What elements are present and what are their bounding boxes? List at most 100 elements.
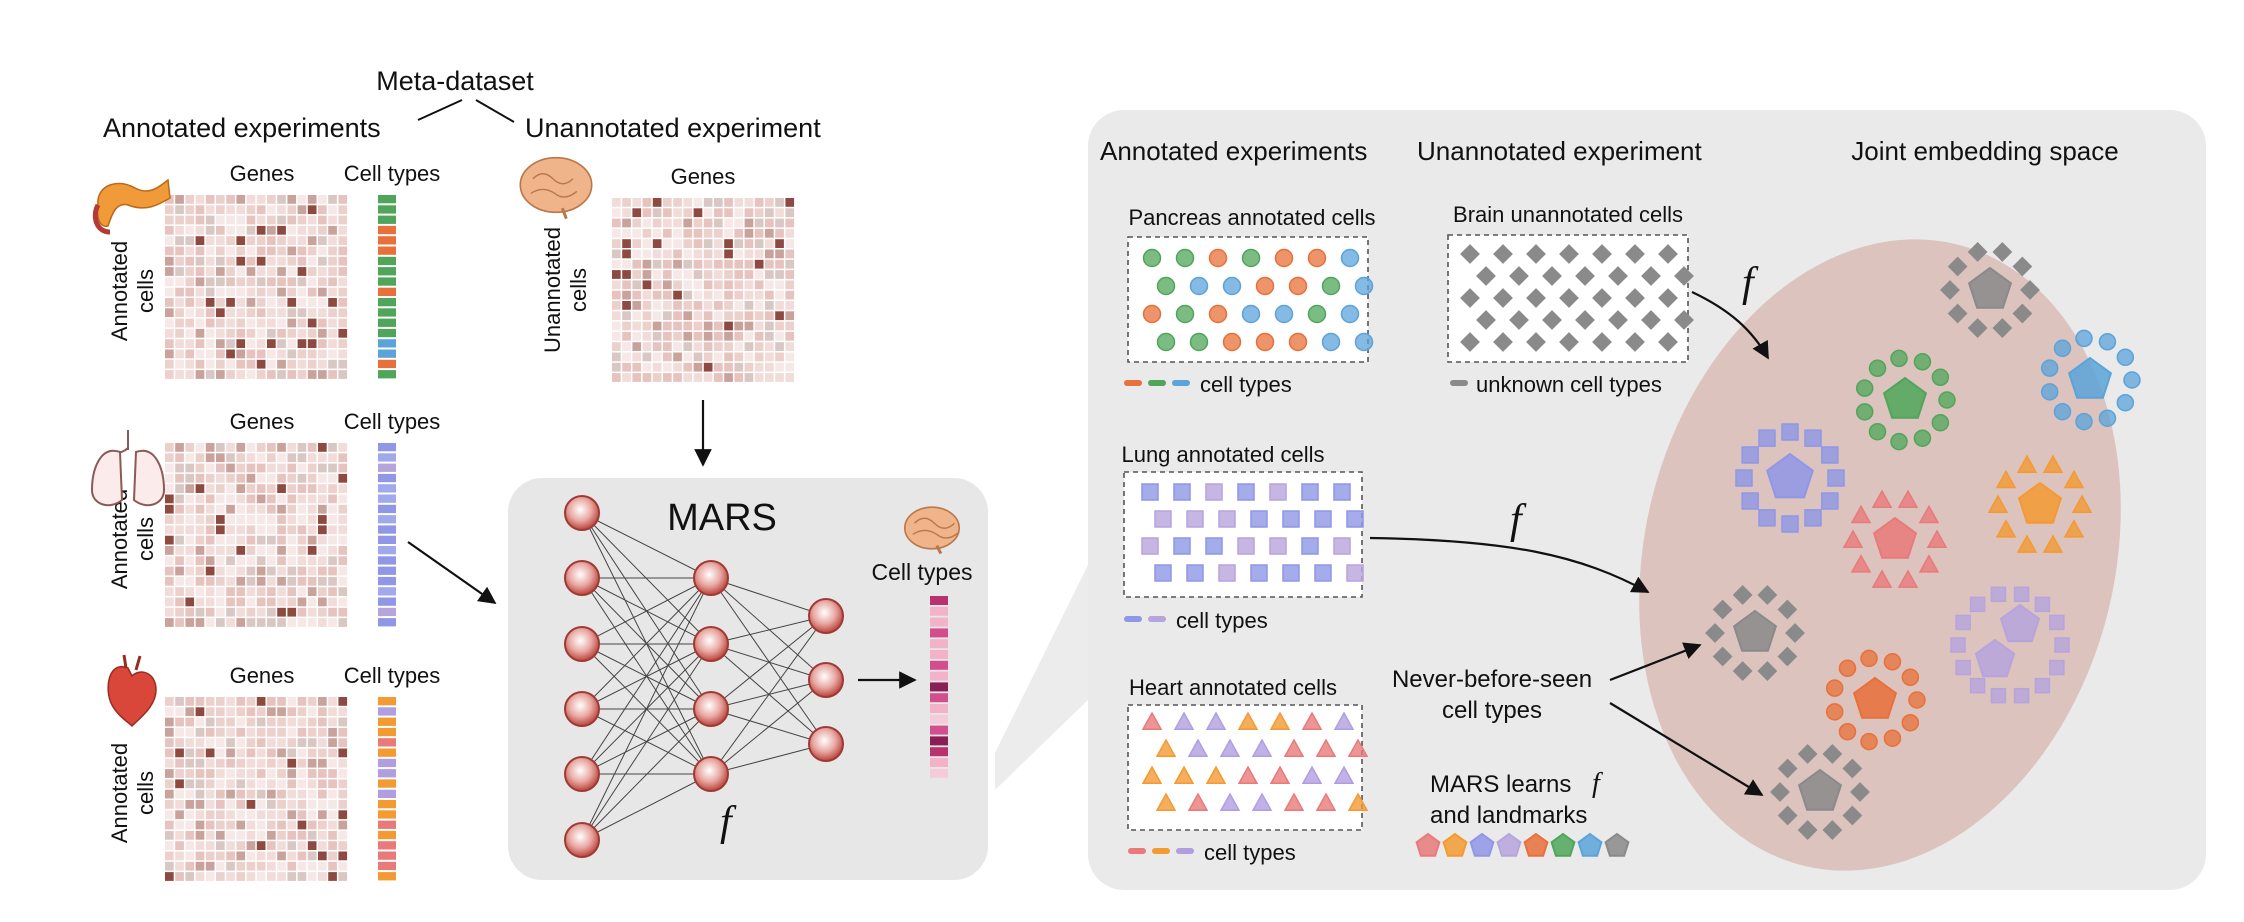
cell-triangle: [1251, 792, 1273, 811]
matrix-cell: [703, 352, 713, 362]
matrix-cell: [205, 556, 215, 566]
cell-diamond: [1658, 288, 1678, 308]
cell-types-label: Cell types: [344, 409, 441, 434]
matrix-cell: [693, 208, 703, 218]
matrix-cell: [683, 270, 693, 279]
matrix-cell: [632, 218, 642, 228]
strip-cell: [378, 779, 396, 788]
matrix-cell: [338, 697, 348, 706]
matrix-cell: [338, 758, 348, 768]
matrix-cell: [297, 504, 307, 514]
cell-triangle: [1219, 792, 1241, 811]
matrix-cell: [226, 287, 235, 297]
matrix-cell: [328, 779, 337, 789]
matrix-cell: [328, 236, 337, 245]
annotated-cells-label: Annotated: [107, 241, 132, 341]
matrix-cell: [765, 228, 774, 238]
matrix-cell: [652, 218, 662, 228]
matrix-cell: [775, 228, 784, 238]
matrix-cell: [256, 215, 266, 225]
matrix-cell: [632, 321, 642, 331]
landmark-pentagon: [2017, 481, 2063, 524]
matrix-cell: [226, 769, 235, 778]
matrix-cell: [256, 484, 266, 493]
matrix-cell: [307, 769, 317, 778]
cell-square: [1758, 509, 1776, 527]
matrix-cell: [236, 277, 246, 287]
matrix-cell: [277, 769, 286, 778]
matrix-cell: [175, 246, 184, 256]
matrix-cell: [642, 362, 652, 372]
matrix-cell: [785, 331, 795, 341]
matrix-cell: [703, 290, 713, 300]
matrix-cell: [673, 249, 682, 259]
matrix-cell: [338, 618, 348, 627]
matrix-cell: [297, 779, 307, 789]
matrix-cell: [318, 758, 327, 768]
matrix-cell: [744, 290, 754, 300]
matrix-cell: [338, 246, 348, 256]
matrix-cell: [236, 236, 246, 245]
matrix-cell: [338, 727, 348, 737]
matrix-cell: [714, 311, 723, 321]
matrix-cell: [338, 267, 348, 276]
matrix-cell: [318, 872, 327, 881]
cell-triangle: [1850, 504, 1872, 524]
matrix-cell: [246, 349, 256, 359]
matrix-cell: [185, 246, 195, 256]
matrix-cell: [267, 205, 276, 215]
matrix-cell: [205, 308, 215, 318]
matrix-cell: [185, 225, 195, 235]
matrix-cell: [185, 370, 195, 379]
matrix-cell: [612, 259, 621, 269]
matrix-cell: [328, 195, 337, 204]
cell-circle: [1890, 349, 1908, 368]
landmark-pentagon: [1496, 832, 1522, 857]
cell-circle: [1175, 248, 1195, 268]
matrix-cell: [277, 525, 286, 535]
strip-cell: [378, 225, 396, 235]
matrix-cell: [338, 443, 348, 452]
matrix-cell: [267, 525, 276, 535]
matrix-cell: [307, 587, 317, 596]
matrix-cell: [175, 484, 184, 493]
matrix-cell: [185, 707, 195, 717]
matrix-cell: [185, 484, 195, 493]
matrix-cell: [185, 318, 195, 328]
strip-cell: [378, 359, 396, 369]
matrix-cell: [328, 215, 337, 225]
matrix-cell: [297, 727, 307, 737]
matrix-cell: [267, 841, 276, 850]
matrix-cell: [277, 546, 286, 555]
matrix-cell: [754, 373, 764, 382]
matrix-cell: [175, 277, 184, 287]
matrix-cell: [226, 738, 235, 747]
matrix-cell: [693, 228, 703, 238]
matrix-cell: [307, 349, 317, 359]
matrix-cell: [338, 215, 348, 225]
strip-cell: [378, 618, 396, 627]
cell-circle: [2075, 412, 2093, 431]
cell-circle: [1208, 304, 1228, 324]
arrow-never-seen-upper: [1609, 642, 1702, 682]
cell-circle: [2098, 409, 2117, 427]
matrix-cell: [297, 535, 307, 545]
matrix-cell: [226, 597, 235, 607]
matrix-cell: [256, 525, 266, 535]
matrix-cell: [714, 198, 723, 207]
matrix-cell: [724, 321, 733, 331]
matrix-cell: [236, 267, 246, 276]
matrix-cell: [277, 607, 286, 617]
matrix-cell: [165, 587, 174, 596]
cell-circle: [1274, 304, 1294, 324]
cell-square: [1218, 564, 1236, 582]
matrix-cell: [785, 249, 795, 259]
matrix-cell: [652, 239, 662, 248]
matrix-cell: [642, 352, 652, 362]
matrix-cell: [216, 717, 225, 727]
strip-cell: [378, 717, 396, 726]
matrix-cell: [724, 280, 733, 290]
cell-square: [1333, 537, 1351, 555]
matrix-cell: [693, 280, 703, 290]
matrix-cell: [175, 861, 184, 871]
